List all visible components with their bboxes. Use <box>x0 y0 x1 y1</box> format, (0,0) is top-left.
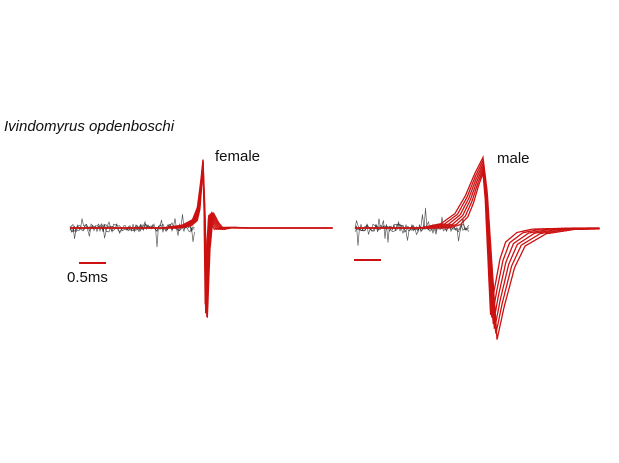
male-eod-trace <box>355 172 600 315</box>
species-title: Ivindomyrus opdenboschi <box>4 118 175 135</box>
male-eod-traces <box>355 154 600 340</box>
male-panel: male <box>354 150 600 340</box>
female-eod-trace <box>70 159 333 318</box>
male-eod-trace <box>355 154 600 340</box>
female-label: female <box>215 148 260 165</box>
female-noise-traces <box>69 214 195 248</box>
scale-bar-label: 0.5ms <box>67 269 108 286</box>
female-panel: female 0.5ms <box>67 148 333 318</box>
female-eod-traces <box>70 159 333 318</box>
male-label: male <box>497 150 530 167</box>
